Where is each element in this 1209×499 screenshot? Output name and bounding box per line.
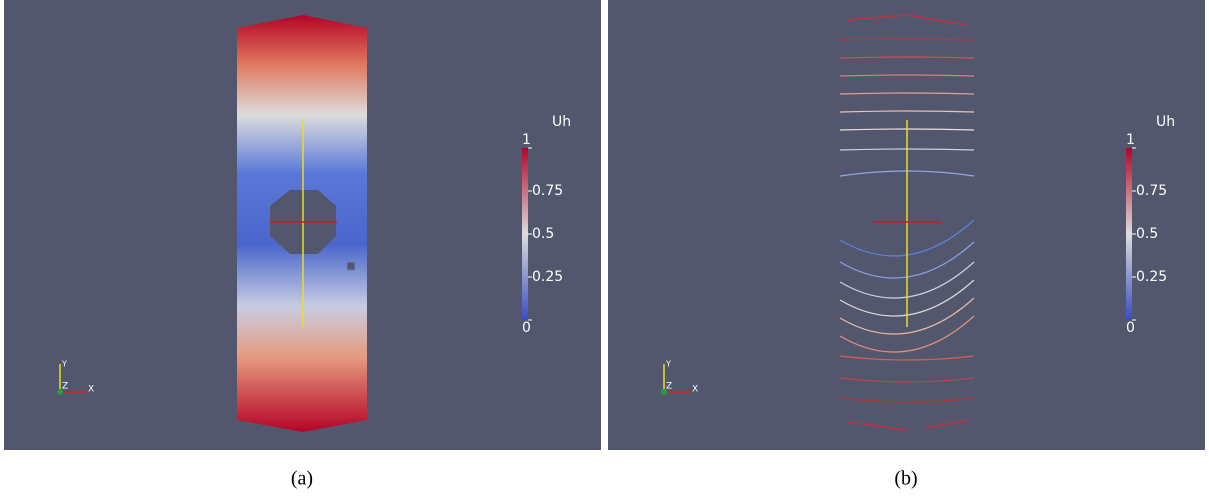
colorbar-label: 0 (522, 320, 531, 336)
contour (839, 74, 975, 77)
colorbar-label: 0.25 (1136, 269, 1167, 285)
triad-label: Y (61, 360, 67, 369)
caption: (a) (291, 468, 313, 490)
caption: (b) (894, 468, 917, 490)
contour (847, 419, 969, 431)
triad-label: X (692, 385, 698, 395)
hole-small (346, 261, 356, 271)
colorbar-label: 0.75 (532, 183, 563, 199)
contour (839, 297, 975, 335)
triad-label: X (88, 385, 94, 395)
colorbar-label: 0 (1126, 320, 1135, 336)
panel: Uh 1 0.75 0.5 0.25 0 Y Z X (4, 0, 601, 450)
colorbar-title: Uh (552, 114, 571, 130)
colorbar-title: Uh (1156, 114, 1175, 130)
contour (839, 315, 975, 353)
panel: Uh 1 0.75 0.5 0.25 0 Y Z X (608, 0, 1205, 450)
triad-label: Z (666, 382, 672, 392)
colorbar (1126, 148, 1132, 320)
triad-label: Z (62, 382, 68, 392)
triad-label: Y (665, 360, 671, 369)
contour (839, 38, 975, 41)
colorbar-label: 0.75 (1136, 183, 1167, 199)
contour (839, 110, 975, 113)
colorbar-label: 1 (1126, 132, 1135, 148)
colorbar-label: 0.25 (532, 269, 563, 285)
triad-z (57, 389, 63, 395)
colorbar-label: 0.5 (532, 226, 554, 242)
contour (839, 377, 975, 383)
contour (847, 14, 967, 26)
contour (839, 92, 975, 95)
contour (839, 355, 975, 361)
triad-z (661, 389, 667, 395)
contour (839, 397, 975, 403)
colorbar (522, 148, 528, 320)
contour (839, 56, 975, 59)
colorbar-label: 1 (522, 132, 531, 148)
colorbar-label: 0.5 (1136, 226, 1158, 242)
